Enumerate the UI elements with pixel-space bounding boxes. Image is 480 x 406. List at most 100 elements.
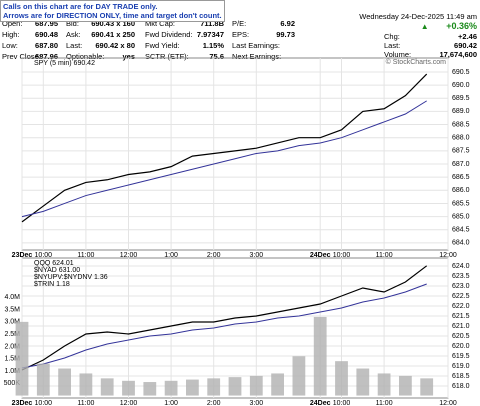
x-tick-label: 11:00 (376, 400, 393, 406)
date: Wednesday 24-Dec-2025 11:49 am (359, 12, 477, 21)
volume-bar (58, 368, 71, 396)
info-label: Fwd Yield: (145, 41, 180, 50)
y-tick-label: 684.0 (452, 240, 470, 247)
volume-bar (143, 382, 157, 396)
y2-tick-label: 2.0M (4, 343, 20, 350)
volume-bar (228, 377, 242, 396)
y-tick-label: 618.0 (452, 383, 470, 390)
y-tick-label: 622.5 (452, 293, 470, 300)
info-label: Prev Close: (2, 52, 41, 61)
info-label: Bid: (66, 19, 79, 28)
volume-bar (15, 321, 29, 396)
right-label: Volume: (384, 50, 412, 59)
x-tick-label: 11:00 (77, 252, 94, 259)
info-label: EPS: (232, 30, 250, 39)
indicator-label: $NYAD 631.00 (34, 267, 80, 274)
info-value: 1.15% (202, 41, 224, 50)
y-tick-label: 620.0 (452, 343, 470, 350)
x-tick-label: 1:00 (164, 252, 178, 259)
x-tick-label: 10:00 (35, 252, 53, 259)
volume-bar (399, 375, 412, 396)
info-value: 687.80 (35, 41, 58, 50)
x-tick-label: 1:00 (164, 400, 178, 406)
note-line: Calls on this chart are for DAY TRADE on… (3, 2, 158, 11)
legend-entry: QQQ 624.01 (34, 260, 74, 267)
volume-bar (249, 375, 263, 396)
y2-tick-label: 4.0M (4, 294, 20, 301)
info-label: Last Earnings: (232, 41, 280, 50)
info-value: 7.97347 (196, 30, 224, 39)
change-pct-value: +0.36% (446, 21, 477, 31)
moving-average (21, 283, 427, 369)
info-label: P/E: (232, 19, 247, 28)
info-value: 687.96 (35, 52, 58, 61)
x-tick-label: 12:00 (439, 400, 457, 406)
x-tick-label: 11:00 (376, 252, 393, 259)
info-value: 6.92 (280, 19, 295, 28)
info-label: Mkt Cap: (145, 19, 176, 28)
volume-bar (335, 361, 348, 396)
x-tick-label: 3:00 (249, 252, 263, 259)
right-value: 17,674,600 (439, 50, 477, 59)
info-label: Optionable: (66, 52, 105, 61)
moving-average (21, 100, 427, 218)
info-value: 75.6 (209, 52, 224, 61)
info-value: 690.42 x 80 (95, 41, 135, 50)
credit: © StockCharts.com (386, 58, 447, 66)
y2-tick-label: 1.0M (4, 368, 20, 375)
volume-bar (292, 356, 306, 396)
right-label: Last: (384, 41, 401, 50)
info-value: 687.95 (35, 19, 58, 28)
x-tick-label: 12:00 (439, 252, 457, 259)
info-label: Ask: (66, 30, 81, 39)
info-label: Last: (66, 41, 83, 50)
x-tick-label: 23Dec (12, 400, 33, 406)
info-value: 99.73 (276, 30, 295, 39)
info-value: 690.48 (35, 30, 58, 39)
volume-bar (420, 378, 434, 396)
indicator-label: $TRIN 1.18 (34, 281, 70, 288)
info-value: yes (122, 52, 135, 61)
y-tick-label: 619.5 (452, 353, 470, 360)
note-box: Calls on this chart are for DAY TRADE on… (0, 0, 225, 22)
y-tick-label: 688.5 (452, 121, 470, 128)
y-tick-label: 621.5 (452, 313, 470, 320)
info-label: SCTR (ETF): (145, 52, 189, 61)
y-tick-label: 685.0 (452, 213, 470, 220)
x-tick-label: 24Dec (310, 252, 331, 259)
x-tick-label: 23Dec (12, 252, 33, 259)
price-line (21, 265, 428, 371)
y-tick-label: 687.5 (452, 148, 470, 155)
info-value: 690.43 x 160 (91, 19, 135, 28)
y-tick-label: 620.5 (452, 333, 470, 340)
note-line: Arrows are for DIRECTION ONLY, time and … (3, 11, 222, 20)
volume-bar (207, 378, 221, 396)
info-value: 711.8B (200, 19, 224, 28)
x-tick-label: 2:00 (207, 252, 221, 259)
y2-tick-label: 1.5M (4, 356, 20, 363)
right-value: +2.46 (458, 32, 477, 41)
x-tick-label: 12:00 (120, 400, 138, 406)
y-tick-label: 689.0 (452, 108, 470, 115)
y2-tick-label: 2.5M (4, 331, 20, 338)
y-tick-label: 624.0 (452, 263, 470, 270)
y-tick-label: 687.0 (452, 161, 470, 168)
change-pct: ▲ +0.36% (420, 21, 477, 32)
indicator-label: $NYUPV:$NYDNV 1.36 (34, 274, 108, 281)
y-tick-label: 689.5 (452, 95, 470, 102)
volume-bar (100, 378, 114, 396)
y-tick-label: 690.5 (452, 69, 470, 76)
x-tick-label: 3:00 (249, 400, 263, 406)
price-line (21, 73, 428, 223)
y-tick-label: 619.0 (452, 363, 470, 370)
y-tick-label: 686.5 (452, 174, 470, 181)
info-value: 690.41 x 250 (91, 30, 135, 39)
y-tick-label: 690.0 (452, 82, 470, 89)
info-label: Open: (2, 19, 23, 28)
x-tick-label: 12:00 (120, 252, 138, 259)
x-tick-label: 2:00 (207, 400, 221, 406)
y-tick-label: 688.0 (452, 135, 470, 142)
volume-bar (356, 368, 370, 396)
